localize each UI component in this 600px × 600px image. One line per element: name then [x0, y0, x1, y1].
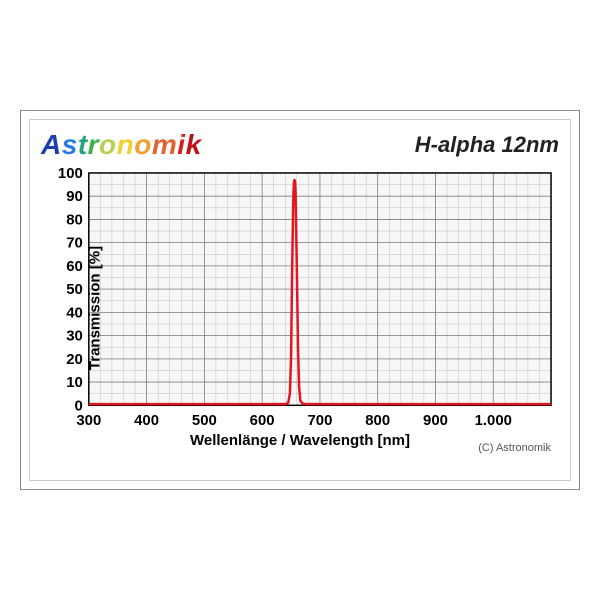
filter-title: H-alpha 12nm — [415, 132, 559, 158]
svg-text:10: 10 — [66, 375, 83, 391]
chart-card: Astronomik H-alpha 12nm Transmission [%]… — [20, 110, 580, 490]
svg-text:800: 800 — [365, 413, 390, 429]
svg-text:60: 60 — [66, 259, 83, 275]
chart-area: Transmission [%] 3004005006007008009001.… — [39, 167, 561, 449]
svg-text:300: 300 — [76, 413, 101, 429]
content-area: Astronomik H-alpha 12nm Transmission [%]… — [33, 123, 567, 477]
svg-text:0: 0 — [75, 398, 83, 414]
svg-text:40: 40 — [66, 305, 83, 321]
svg-text:400: 400 — [134, 413, 159, 429]
x-axis-label: Wellenlänge / Wavelength [nm] — [190, 432, 410, 449]
svg-text:600: 600 — [250, 413, 275, 429]
header: Astronomik H-alpha 12nm — [33, 123, 567, 163]
svg-text:500: 500 — [192, 413, 217, 429]
copyright-text: (C) Astronomik — [478, 442, 551, 454]
svg-text:50: 50 — [66, 282, 83, 298]
svg-text:700: 700 — [307, 413, 332, 429]
svg-text:1.000: 1.000 — [475, 413, 512, 429]
svg-text:900: 900 — [423, 413, 448, 429]
svg-text:100: 100 — [58, 167, 83, 182]
y-axis-label: Transmission [%] — [87, 246, 104, 370]
svg-text:80: 80 — [66, 212, 83, 228]
svg-text:30: 30 — [66, 329, 83, 345]
svg-text:90: 90 — [66, 189, 83, 205]
transmission-chart: 300 400 500 600 700 800 900 1.000 0 10 20 30 40 50 60 7… — [39, 167, 561, 449]
brand-logo: Astronomik — [41, 129, 202, 161]
svg-text:20: 20 — [66, 352, 83, 368]
svg-text:70: 70 — [66, 236, 83, 252]
